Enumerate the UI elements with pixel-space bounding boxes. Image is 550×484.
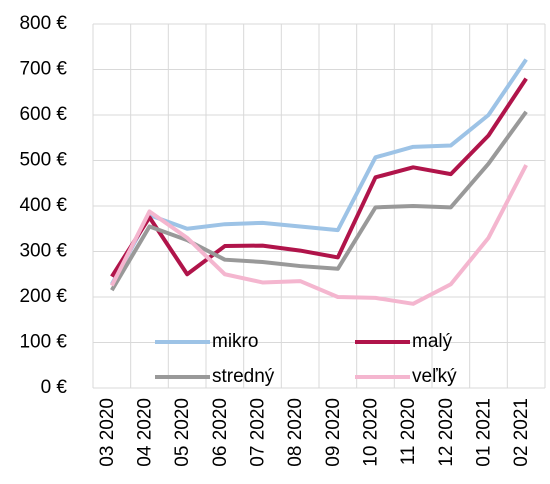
y-tick-label: 500 € bbox=[19, 150, 67, 171]
legend-label: mikro bbox=[212, 331, 258, 352]
series-line bbox=[110, 77, 528, 278]
y-tick-label: 100 € bbox=[19, 332, 67, 353]
y-tick-label: 400 € bbox=[19, 195, 67, 216]
x-tick-label: 10 2020 bbox=[361, 398, 382, 467]
series-line bbox=[110, 58, 528, 286]
x-tick-label: 06 2020 bbox=[210, 398, 231, 467]
y-tick-label: 700 € bbox=[19, 59, 67, 80]
y-tick-label: 800 € bbox=[19, 13, 67, 34]
legend-label: stredný bbox=[212, 366, 275, 387]
x-tick-label: 12 2020 bbox=[436, 398, 457, 467]
series-line bbox=[110, 164, 528, 306]
y-tick-label: 200 € bbox=[19, 286, 67, 307]
x-tick-label: 01 2021 bbox=[474, 398, 495, 467]
x-tick-label: 08 2020 bbox=[285, 398, 306, 467]
x-tick-label: 07 2020 bbox=[248, 398, 269, 467]
y-tick-label: 300 € bbox=[19, 241, 67, 262]
x-tick-label: 03 2020 bbox=[97, 398, 118, 467]
legend-label: malý bbox=[412, 331, 453, 352]
series-line bbox=[110, 110, 528, 292]
x-tick-label: 05 2020 bbox=[172, 398, 193, 467]
y-tick-label: 0 € bbox=[41, 377, 68, 398]
x-tick-label: 04 2020 bbox=[135, 398, 156, 467]
x-tick-label: 11 2020 bbox=[398, 398, 419, 465]
x-tick-label: 09 2020 bbox=[323, 398, 344, 467]
x-tick-label: 02 2021 bbox=[511, 398, 532, 467]
legend-label: veľký bbox=[412, 366, 457, 387]
y-tick-label: 600 € bbox=[19, 104, 67, 125]
